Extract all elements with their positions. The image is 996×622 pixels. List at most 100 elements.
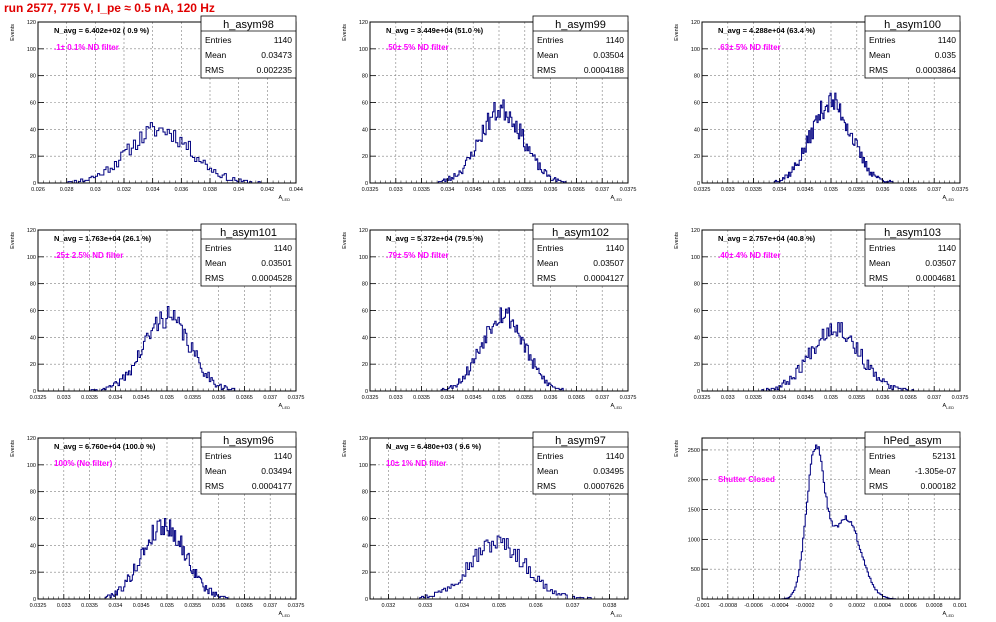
stats-box-frame [864, 431, 961, 495]
grid [370, 22, 628, 183]
y-tick-label: 40 [30, 335, 36, 341]
x-tick-label: 0.036 [544, 187, 558, 193]
x-tick-label: 0.036 [529, 603, 543, 609]
x-tick-label: 0.032 [117, 187, 131, 193]
stats-box-frame [532, 431, 629, 495]
stats-value-entries: 1140 [274, 243, 293, 253]
stats-title: h_asym96 [223, 435, 274, 447]
y-tick-label: 40 [362, 127, 368, 133]
x-tick-label: 0 [829, 603, 832, 609]
x-tick-label: 0.033 [418, 603, 432, 609]
x-tick-label: -0.001 [694, 603, 710, 609]
x-tick-label: 0.04 [233, 187, 244, 193]
stats-label-rms: RMS [869, 273, 888, 283]
x-tick-label: 0.037 [263, 395, 277, 401]
x-axis-label-sub: LED [946, 405, 954, 410]
y-tick-label: 40 [362, 543, 368, 549]
stats-box-frame [532, 223, 629, 287]
x-tick-label: 0.0345 [133, 603, 150, 609]
y-tick-label: 60 [30, 101, 36, 107]
stats-value-entries: 1140 [938, 243, 957, 253]
histogram-series [758, 322, 915, 392]
stats-value-rms: 0.0004177 [252, 481, 292, 491]
panel-h_asym100: 0.0325 0.033 0.0335 0.034 0.0345 0.035 0.0355 0… [674, 15, 968, 202]
x-axis-label-sub: LED [614, 197, 622, 202]
y-tick-label: 120 [359, 436, 368, 442]
stats-label-entries: Entries [205, 243, 231, 253]
x-tick-label: 0.0365 [568, 395, 585, 401]
x-tick-label: 0.0325 [30, 395, 47, 401]
x-tick-label: 0.033 [389, 187, 403, 193]
x-tick-label: 0.035 [824, 395, 838, 401]
y-tick-label: 60 [30, 309, 36, 315]
x-axis-label-main: A [279, 195, 283, 201]
stats-box: h_asym100 Entries 1140 Mean 0.035 RMS 0.000386… [864, 15, 961, 79]
n-avg-label: N_avg = 6.402e+02 ( 0.9 %) [54, 26, 150, 35]
stats-label-mean: Mean [205, 258, 227, 268]
y-tick-label: 80 [694, 74, 700, 80]
y-axis-label: Events [10, 440, 16, 457]
x-axis-label-sub: LED [282, 405, 290, 410]
x-axis-label: ALED [279, 403, 291, 410]
y-tick-label: 20 [362, 570, 368, 576]
n-avg-label: N_avg = 1.763e+04 (26.1 %) [54, 234, 152, 243]
filter-note: .40± 4% ND filter [718, 251, 781, 260]
x-tick-label: -0.0002 [796, 603, 815, 609]
x-tick-label: 0.033 [389, 395, 403, 401]
x-tick-label: -0.0004 [770, 603, 789, 609]
x-tick-label: 0.036 [212, 603, 226, 609]
x-tick-label: 0.0335 [81, 603, 98, 609]
x-tick-label: 0.0345 [465, 187, 482, 193]
n-avg-label: N_avg = 6.760e+04 (100.0 %) [54, 442, 156, 451]
x-tick-label: 0.0325 [694, 395, 711, 401]
x-tick-label: 0.0365 [568, 187, 585, 193]
grid [702, 230, 960, 391]
stats-label-mean: Mean [869, 50, 891, 60]
x-tick-label: 0.0002 [848, 603, 865, 609]
y-tick-label: 0 [365, 389, 368, 395]
x-tick-label: 0.0335 [745, 187, 762, 193]
x-axis-label-sub: LED [282, 197, 290, 202]
stats-title: h_asym101 [220, 227, 277, 239]
stats-box: h_asym97 Entries 1140 Mean 0.03495 RMS 0.00076… [532, 431, 629, 495]
x-axis-label-sub: LED [614, 405, 622, 410]
stats-box: h_asym102 Entries 1140 Mean 0.03507 RMS 0.0004… [532, 223, 629, 287]
n-avg-label: N_avg = 5.372e+04 (79.5 %) [386, 234, 484, 243]
y-tick-label: 20 [362, 154, 368, 160]
y-tick-label: 1500 [688, 508, 700, 514]
filter-note: .63± 5% ND filter [718, 43, 781, 52]
stats-label-rms: RMS [537, 65, 556, 75]
x-tick-label: 0.0355 [848, 395, 865, 401]
x-tick-label: 0.0365 [236, 395, 253, 401]
x-tick-label: 0.034 [441, 187, 455, 193]
y-tick-label: 20 [30, 362, 36, 368]
x-tick-label: 0.0365 [236, 603, 253, 609]
stats-label-rms: RMS [869, 65, 888, 75]
panel-h_asym99: 0.0325 0.033 0.0335 0.034 0.0345 0.035 0.0355 0… [342, 15, 636, 202]
x-tick-label: 0.0355 [184, 395, 201, 401]
stats-label-rms: RMS [205, 273, 224, 283]
filter-note: .79± 5% ND filter [386, 251, 449, 260]
x-tick-label: 0.0335 [413, 395, 430, 401]
stats-value-rms: 0.0003864 [916, 65, 956, 75]
y-axis-label: Events [10, 24, 16, 41]
x-tick-label: 0.044 [289, 187, 303, 193]
stats-value-mean: 0.03473 [261, 50, 292, 60]
x-tick-label: 0.0335 [745, 395, 762, 401]
panel-h_asym102: 0.0325 0.033 0.0335 0.034 0.0345 0.035 0.0355 0… [342, 223, 636, 410]
x-tick-label: 0.035 [492, 395, 506, 401]
stats-box-frame [200, 223, 297, 287]
stats-box-frame [200, 15, 297, 79]
x-tick-label: 0.037 [927, 395, 941, 401]
y-tick-label: 0 [365, 597, 368, 603]
y-tick-label: 0 [697, 389, 700, 395]
histogram-series [437, 99, 567, 184]
y-tick-label: 60 [694, 101, 700, 107]
stats-value-entries: 1140 [606, 451, 625, 461]
y-tick-label: 60 [362, 309, 368, 315]
x-axis-label-sub: LED [614, 613, 622, 618]
y-axis-label: Events [674, 440, 680, 457]
x-tick-label: 0.028 [60, 187, 74, 193]
x-tick-label: 0.042 [260, 187, 274, 193]
y-tick-label: 0 [33, 597, 36, 603]
